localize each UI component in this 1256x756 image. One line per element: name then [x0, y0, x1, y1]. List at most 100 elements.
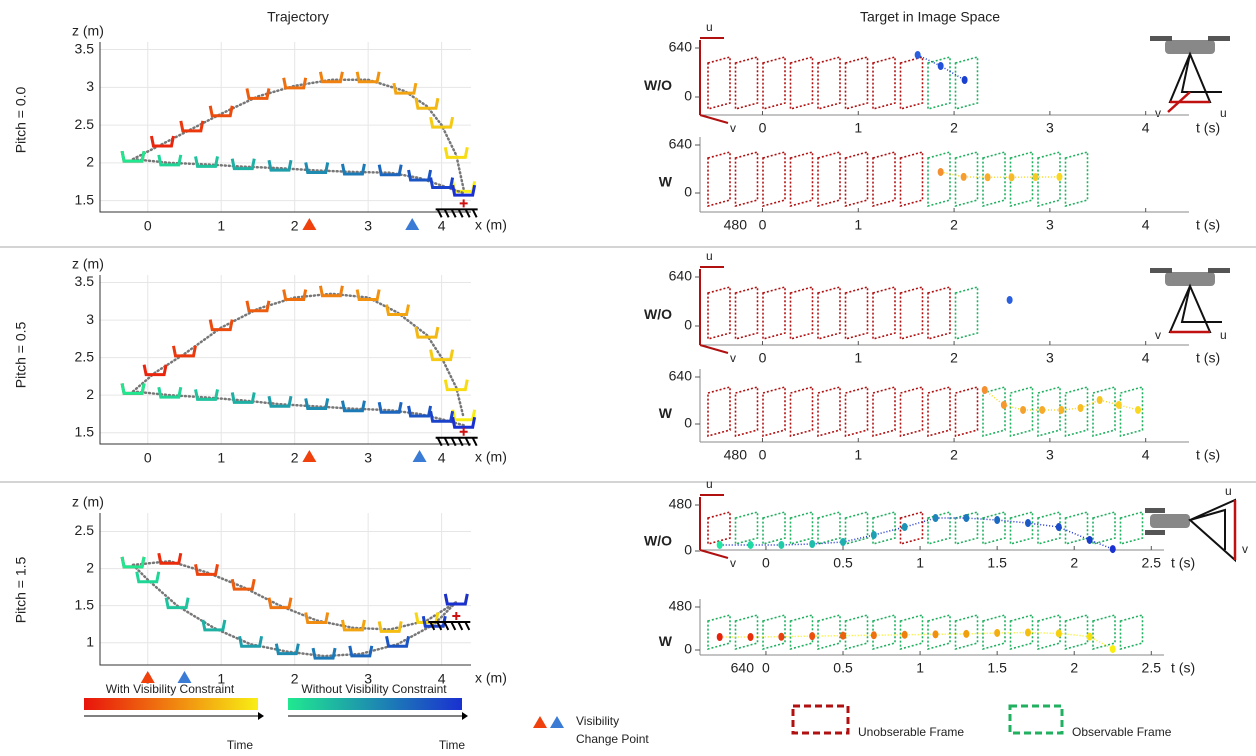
frame — [982, 510, 1006, 546]
panel-label: W/O — [644, 533, 672, 549]
y-tick-label: 2 — [86, 386, 94, 402]
target-point — [960, 172, 967, 181]
legend-label: Unobserable Frame — [858, 725, 964, 739]
change-point — [140, 671, 155, 683]
target-point — [1086, 632, 1093, 641]
frame — [1037, 510, 1061, 546]
frame — [1009, 385, 1034, 438]
target-point — [1135, 405, 1142, 414]
x-tick-label: 2 — [950, 120, 958, 136]
frame — [762, 285, 786, 341]
panel-label: W/O — [644, 306, 672, 322]
camera-pose — [451, 184, 477, 197]
camera-pose — [194, 389, 219, 401]
x-tick-label: 4 — [438, 450, 446, 466]
drone-icon: v u — [1150, 268, 1230, 342]
target-point — [1058, 405, 1065, 414]
frame — [927, 150, 951, 208]
target-track — [984, 389, 1139, 411]
frame — [844, 285, 869, 341]
frame — [982, 385, 1006, 438]
x-tick-label: 2 — [950, 217, 958, 233]
y-tick-label: 0 — [684, 184, 692, 200]
x-tick-label: 2 — [950, 350, 958, 366]
camera-pose — [414, 612, 440, 625]
target-point — [1020, 405, 1027, 414]
frame — [789, 613, 814, 651]
frame — [872, 285, 896, 341]
target-track — [940, 171, 1060, 178]
target-point — [716, 540, 723, 549]
camera-pose — [429, 410, 455, 423]
change-point — [302, 218, 317, 230]
axis-line — [99, 42, 471, 213]
frame — [1064, 613, 1089, 651]
target-point — [901, 523, 908, 532]
frame — [927, 285, 951, 341]
drone-icon: v u — [1150, 36, 1230, 120]
y-tick-label: 3 — [86, 78, 94, 94]
camera-pose — [377, 621, 403, 633]
panel-label: W/O — [644, 77, 672, 93]
camera-pose — [451, 416, 477, 429]
trajectory-line — [131, 559, 458, 631]
target-point — [840, 537, 847, 546]
camera-pose — [392, 82, 418, 95]
target-point — [1055, 629, 1062, 638]
frame — [982, 150, 1006, 208]
x-tick-label: 1 — [217, 671, 225, 687]
target-point — [961, 76, 968, 85]
target-track — [719, 517, 1114, 550]
camera-pose — [230, 392, 256, 404]
x-tick-label: 4 — [1142, 350, 1150, 366]
x-tick-label: 1.5 — [987, 555, 1007, 571]
legend-label: Time — [439, 738, 466, 752]
y-tick-label: 0 — [684, 641, 692, 657]
frame — [899, 55, 924, 111]
target-point — [778, 632, 785, 641]
y-tick-label: 2.5 — [75, 522, 95, 538]
camera-pose — [267, 395, 293, 408]
legend-frame — [1008, 704, 1064, 735]
target-point — [1032, 173, 1039, 182]
target-point — [1109, 545, 1116, 554]
axis-arrow — [699, 266, 729, 354]
frame — [1092, 510, 1116, 546]
ground — [435, 208, 478, 218]
frame — [954, 285, 979, 341]
camera-pose — [157, 552, 183, 565]
camera-pose — [429, 177, 455, 190]
camera-pose — [355, 289, 381, 302]
camera-pose — [230, 578, 256, 591]
frame — [734, 55, 759, 111]
y-tick-label: 640 — [669, 39, 693, 55]
target-point — [1006, 295, 1013, 304]
camera-pose — [304, 162, 330, 174]
y-tick-label: 2 — [86, 559, 94, 575]
x-tick-label: 2.5 — [1142, 555, 1162, 571]
frame — [707, 510, 731, 546]
target-point — [870, 530, 877, 539]
target-point — [1024, 519, 1031, 528]
axis-name: v — [730, 121, 736, 135]
x-tick-label: 3 — [1046, 120, 1054, 136]
x-tick-label: 0 — [759, 447, 767, 463]
frame — [817, 385, 841, 438]
frame — [927, 510, 951, 546]
y-tick-label: 1.5 — [75, 596, 95, 612]
frame — [927, 55, 951, 111]
target-point — [981, 385, 988, 394]
frame — [872, 613, 896, 651]
camera-pose — [304, 612, 330, 625]
frame — [844, 385, 869, 438]
camera-pose — [245, 88, 271, 100]
frame — [1064, 510, 1089, 546]
target-point — [937, 168, 944, 176]
camera-pose — [194, 564, 219, 576]
camera-pose — [407, 169, 433, 182]
camera-pose — [348, 645, 374, 658]
frame — [954, 385, 979, 438]
axis-name: v — [730, 556, 736, 570]
frame — [872, 150, 896, 208]
frame — [817, 150, 841, 208]
